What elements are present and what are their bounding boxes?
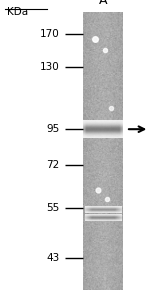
- Text: 43: 43: [46, 253, 59, 263]
- Text: 170: 170: [39, 29, 59, 39]
- Text: 55: 55: [46, 203, 59, 213]
- Text: KDa: KDa: [7, 7, 28, 18]
- Text: 72: 72: [46, 160, 59, 170]
- Text: 130: 130: [39, 62, 59, 72]
- Text: A: A: [99, 0, 107, 7]
- Text: 95: 95: [46, 124, 59, 134]
